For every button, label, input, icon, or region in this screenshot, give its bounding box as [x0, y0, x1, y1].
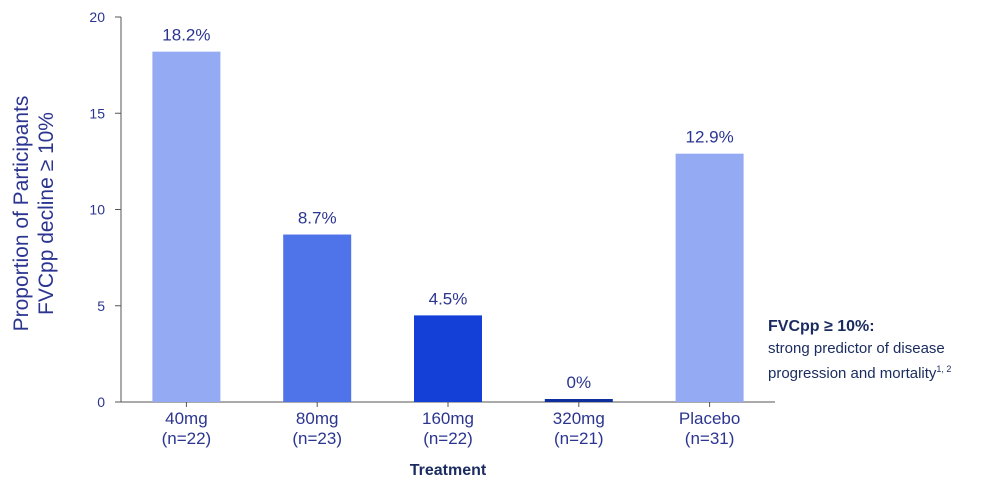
- note-line-2: progression and mortality: [768, 365, 937, 382]
- bar: [283, 234, 352, 402]
- note-title: FVCpp ≥ 10%:: [768, 318, 875, 335]
- note-reference: 1, 2: [936, 364, 952, 374]
- bars: 18.2% 8.7% 4.5% 0% 12.9%: [152, 26, 744, 403]
- bar: [675, 153, 744, 402]
- y-tick-label: 5: [97, 298, 105, 314]
- bar-value-label: 18.2%: [162, 26, 210, 45]
- x-tick-label: Placebo: [679, 409, 740, 428]
- x-tick-sublabel: (n=22): [423, 429, 473, 448]
- y-axis-label-line: Proportion of Participants: [10, 96, 33, 332]
- x-tick-sublabel: (n=21): [554, 429, 604, 448]
- annotation-note: FVCpp ≥ 10%: strong predictor of disease…: [768, 318, 990, 384]
- y-axis-label: Proportion of Participants FVCpp decline …: [10, 96, 58, 332]
- x-tick-label: 40mg: [165, 409, 208, 428]
- y-tick-label: 0: [97, 394, 105, 410]
- bar: [544, 399, 613, 402]
- x-axis-title: Treatment: [410, 462, 487, 479]
- x-tick-label: 320mg: [553, 409, 605, 428]
- y-axis: 0 5 10 15 20: [89, 9, 122, 410]
- x-tick-label: 80mg: [296, 409, 339, 428]
- x-axis: 40mg(n=22)80mg(n=23)160mg(n=22)320mg(n=2…: [121, 401, 775, 448]
- note-line-1: strong predictor of disease: [768, 340, 945, 357]
- bar-value-label: 8.7%: [298, 209, 337, 228]
- x-tick-sublabel: (n=23): [292, 429, 342, 448]
- bar: [414, 315, 482, 402]
- y-tick-label: 10: [89, 202, 105, 218]
- bar-value-label: 0%: [567, 373, 592, 392]
- y-axis-label-line: FVCpp decline ≥ 10%: [35, 112, 58, 315]
- bar-value-label: 4.5%: [429, 289, 468, 308]
- x-tick-label: 160mg: [422, 409, 474, 428]
- note-body: strong predictor of disease progression …: [768, 339, 990, 384]
- x-tick-sublabel: (n=31): [685, 429, 735, 448]
- bar: [152, 51, 221, 403]
- y-tick-label: 15: [89, 105, 105, 121]
- y-tick-label: 20: [89, 9, 105, 25]
- bar-value-label: 12.9%: [685, 128, 733, 147]
- x-tick-sublabel: (n=22): [162, 429, 212, 448]
